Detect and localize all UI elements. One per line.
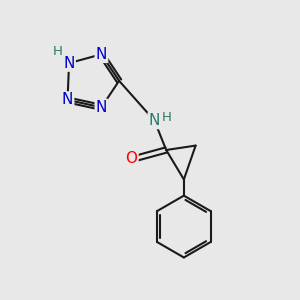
Text: N: N — [149, 113, 160, 128]
Text: H: H — [52, 45, 62, 58]
Text: O: O — [125, 151, 137, 166]
Text: N: N — [62, 92, 73, 107]
Text: N: N — [96, 47, 107, 62]
Text: N: N — [96, 100, 107, 115]
Text: N: N — [63, 56, 75, 70]
Text: H: H — [162, 110, 172, 124]
